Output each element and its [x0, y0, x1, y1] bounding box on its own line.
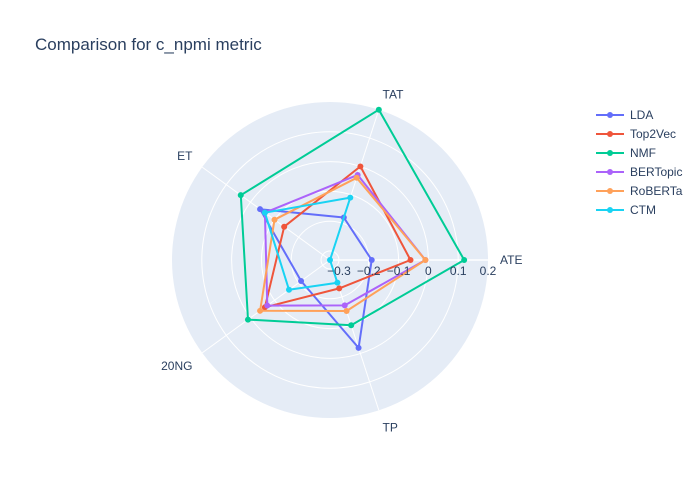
- legend-swatch-marker: [607, 150, 613, 156]
- series-line: [263, 165, 412, 309]
- legend-label: Top2Vec: [630, 127, 676, 141]
- series-ctm: [261, 194, 354, 293]
- data-point: [257, 206, 264, 213]
- axis-label-tat: TAT: [383, 87, 405, 101]
- legend-swatch-marker: [607, 112, 613, 118]
- series-line: [263, 196, 352, 291]
- series-line: [263, 173, 427, 307]
- chart-title: Comparison for c_npmi metric: [35, 35, 262, 54]
- radial-tick-label: −0.1: [387, 264, 411, 278]
- data-point: [334, 279, 341, 286]
- data-point: [347, 194, 354, 201]
- data-point: [237, 192, 244, 199]
- legend-item-roberta[interactable]: RoBERTa: [596, 184, 683, 198]
- data-point: [257, 307, 264, 314]
- axis-label-20ng: 20NG: [161, 359, 192, 373]
- legend-label: CTM: [630, 203, 656, 217]
- legend-item-bertopic[interactable]: BERTopic: [596, 165, 682, 179]
- axis-label-ate: ATE: [500, 253, 522, 267]
- legend-item-lda[interactable]: LDA: [596, 108, 653, 122]
- data-point: [368, 257, 375, 263]
- series-line: [239, 108, 466, 327]
- data-point: [261, 209, 268, 216]
- legend-swatch-marker: [607, 169, 613, 175]
- data-point: [264, 302, 271, 309]
- series-roberta: [257, 174, 429, 315]
- data-point: [348, 322, 355, 329]
- legend-item-top2vec[interactable]: Top2Vec: [596, 127, 676, 141]
- series-line: [259, 176, 427, 312]
- radial-tick-label: −0.2: [357, 264, 381, 278]
- radial-tick-label: 0.1: [450, 264, 467, 278]
- legend-item-ctm[interactable]: CTM: [596, 203, 656, 217]
- legend-label: LDA: [630, 108, 653, 122]
- data-point: [343, 308, 350, 315]
- data-point: [461, 257, 468, 263]
- radial-tick-label: −0.3: [327, 264, 351, 278]
- data-point: [327, 257, 333, 263]
- radial-tick-label: 0: [425, 264, 432, 278]
- data-point: [355, 344, 362, 351]
- data-point: [281, 223, 288, 230]
- data-point: [244, 316, 251, 323]
- series-layer: [237, 106, 468, 351]
- data-point: [407, 257, 414, 263]
- legend-label: BERTopic: [630, 165, 682, 179]
- legend: LDA Top2Vec NMF BERTopic RoBERTa CTM: [596, 108, 683, 217]
- data-point: [285, 286, 292, 293]
- legend-swatch-marker: [607, 207, 613, 213]
- radial-tick-label: 0.2: [480, 264, 497, 278]
- data-point: [271, 216, 278, 223]
- data-point: [357, 163, 364, 170]
- series-nmf: [237, 106, 468, 329]
- data-point: [341, 302, 348, 309]
- radial-axis-ticks: −0.3 −0.2 −0.1 0 0.1 0.2: [327, 264, 497, 278]
- data-point: [422, 257, 429, 263]
- axis-label-tp: TP: [383, 421, 398, 435]
- legend-swatch-marker: [607, 131, 613, 137]
- legend-swatch-marker: [607, 188, 613, 194]
- legend-label: RoBERTa: [630, 184, 683, 198]
- angular-axis-labels: ATE TAT ET 20NG TP: [161, 87, 522, 434]
- legend-item-nmf[interactable]: NMF: [596, 146, 656, 160]
- data-point: [375, 106, 382, 113]
- data-point: [298, 278, 305, 285]
- data-point: [353, 174, 360, 181]
- legend-label: NMF: [630, 146, 656, 160]
- data-point: [336, 285, 343, 292]
- axis-label-et: ET: [177, 149, 193, 163]
